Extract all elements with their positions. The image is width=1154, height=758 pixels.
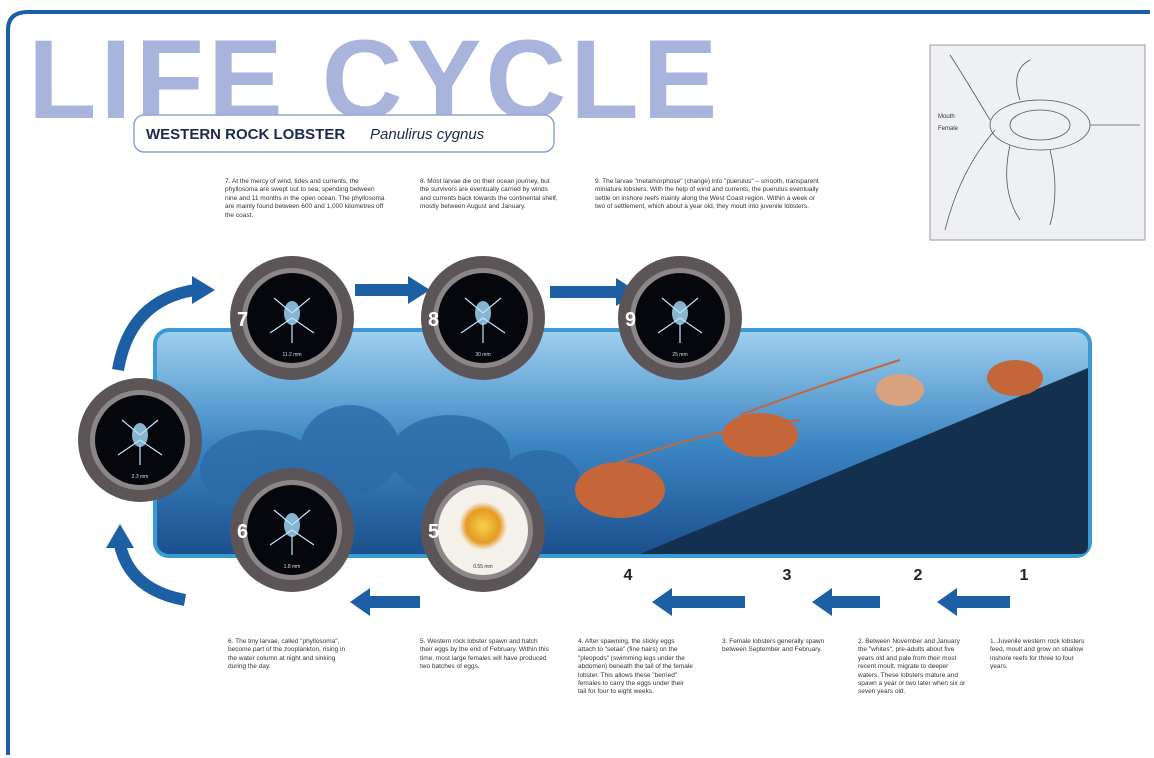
stage-number: 1 <box>1020 567 1029 584</box>
scale-label: 30 mm <box>475 352 490 358</box>
stage-number: 4 <box>624 567 633 584</box>
stage-number: 9 <box>625 309 636 331</box>
arrows <box>112 284 1010 608</box>
stage-number: 3 <box>783 567 792 584</box>
larva-legs <box>117 419 163 465</box>
scale-label: 1.8 mm <box>284 564 301 570</box>
stage-number: 6 <box>237 521 248 543</box>
stage-number: 7 <box>237 309 248 331</box>
scale-label: 0.55 mm <box>473 564 492 570</box>
scale-label: 25 mm <box>672 352 687 358</box>
larva-legs <box>269 297 315 343</box>
lobsters <box>575 359 1043 518</box>
inset-label: Mouth <box>938 114 955 120</box>
stage-description: 4. After spawning, the sticky eggs attac… <box>578 638 693 696</box>
seabed <box>640 368 1088 554</box>
larva-legs <box>657 297 703 343</box>
stage-description: 8. Most larvae die on their ocean journe… <box>420 178 558 211</box>
stage-description: 5. Western rock lobster spawn and hatch … <box>420 638 549 671</box>
stage-description: 2. Between November and January the "whi… <box>858 638 966 696</box>
stage-description: 1. Juvenile western rock lobsters feed, … <box>990 638 1085 671</box>
stage-description: 7. At the mercy of wind, tides and curre… <box>225 178 385 219</box>
stage-description: 9. The larvae "metamorphose" (change) in… <box>595 178 819 211</box>
stage-description: 6. The tiny larvae, called "phyllosoma",… <box>228 638 346 671</box>
inset-sketch <box>944 54 1140 231</box>
larva-legs <box>460 297 506 343</box>
inset-box <box>929 44 1146 241</box>
inset-label: Female <box>938 126 959 132</box>
subtitle-box <box>133 114 555 153</box>
stage-number: 5 <box>428 521 439 543</box>
scale-label: 11.2 mm <box>282 352 301 358</box>
egg <box>459 502 507 550</box>
larva-legs <box>269 509 315 555</box>
frame <box>6 10 1150 755</box>
stage-number: 8 <box>428 309 439 331</box>
stage-number: 2 <box>914 567 923 584</box>
stage-description: 3. Female lobsters generally spawn betwe… <box>722 638 825 654</box>
scale-label: 2.3 mm <box>132 474 149 480</box>
common-name: WESTERN ROCK LOBSTER <box>146 126 345 143</box>
scientific-name: Panulirus cygnus <box>370 126 485 143</box>
